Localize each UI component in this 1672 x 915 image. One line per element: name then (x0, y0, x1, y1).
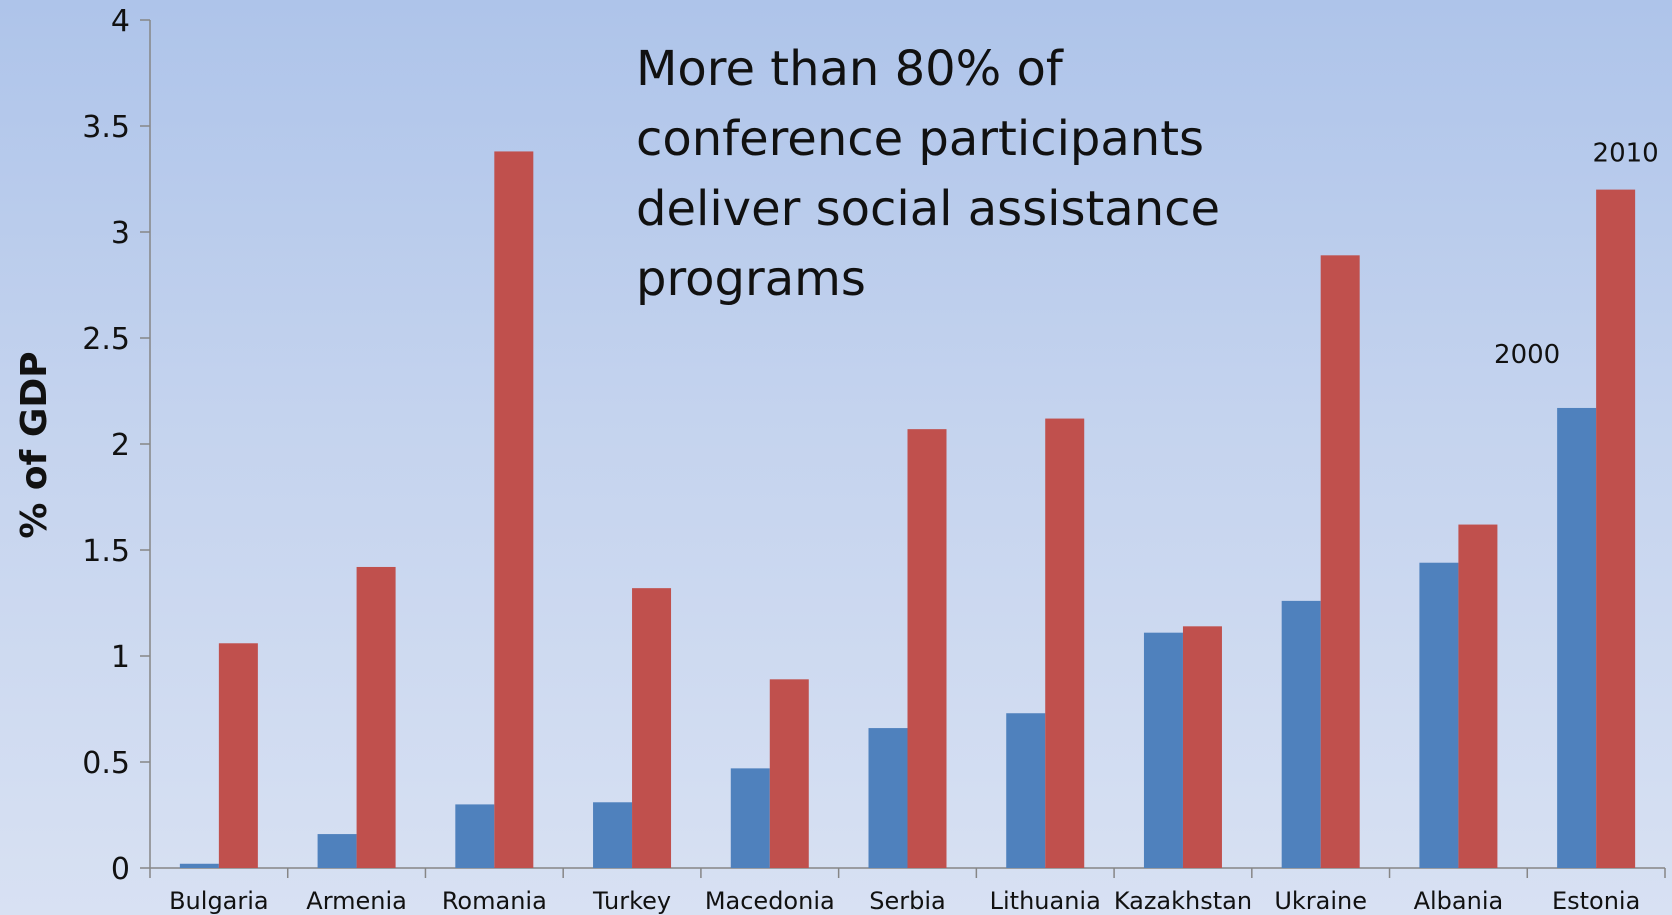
x-tick-label: Lithuania (990, 887, 1101, 915)
x-tick-label: Bulgaria (169, 887, 269, 915)
bar-2000-ukraine (1281, 600, 1321, 868)
bar-2010-turkey (632, 588, 672, 868)
y-tick-label: 3 (111, 216, 130, 251)
x-tick-label: Kazakhstan (1114, 887, 1252, 915)
x-tick-label: Macedonia (705, 887, 835, 915)
bar-2010-lithuania (1045, 418, 1085, 868)
x-tick-label: Armenia (306, 887, 407, 915)
bar-2000-turkey (593, 802, 633, 868)
bar-2010-armenia (356, 566, 396, 868)
bar-2000-serbia (868, 728, 908, 868)
x-tick-label: Estonia (1552, 887, 1640, 915)
y-tick-label: 1 (111, 640, 130, 675)
bar-2010-serbia (907, 429, 947, 868)
x-tick-label: Ukraine (1274, 887, 1367, 915)
bar-2010-ukraine (1320, 255, 1360, 868)
bar-2010-bulgaria (218, 643, 258, 868)
y-tick-label: 1.5 (82, 534, 130, 569)
annotation-text: More than 80% of conference participants… (636, 41, 1221, 307)
bar-2000-romania (455, 804, 495, 868)
bar-2000-macedonia (730, 768, 770, 868)
y-tick-label: 3.5 (82, 110, 130, 145)
y-tick-label: 2.5 (82, 322, 130, 357)
bar-2000-bulgaria (179, 863, 219, 868)
y-axis: 0 0.5 1 1.5 2 2.5 3 3.5 4 (82, 4, 151, 887)
y-tick-label: 0.5 (82, 746, 130, 781)
x-tick-label: Albania (1414, 887, 1504, 915)
series-label-2000: 2000 (1494, 340, 1560, 370)
x-tick-label: Serbia (869, 887, 945, 915)
y-tick-label: 0 (111, 852, 130, 887)
bar-2000-kazakhstan (1143, 632, 1183, 868)
bar-2010-albania (1458, 524, 1498, 868)
bar-2000-estonia (1557, 407, 1597, 868)
y-tick-label: 4 (111, 4, 130, 39)
x-tick-label: Romania (442, 887, 547, 915)
bar-2010-macedonia (769, 679, 809, 868)
bar-2000-albania (1419, 562, 1459, 868)
bar-2010-kazakhstan (1182, 626, 1222, 868)
bar-2000-armenia (317, 834, 357, 868)
bar-2010-romania (494, 151, 534, 868)
series-label-2010: 2010 (1593, 139, 1659, 169)
y-tick-label: 2 (111, 428, 130, 463)
bars (179, 151, 1636, 869)
bar-2000-lithuania (1006, 713, 1046, 868)
y-axis-label: % of GDP (14, 351, 55, 538)
x-axis: Bulgaria Armenia Romania Turkey Macedonia Ser… (149, 867, 1666, 915)
x-tick-label: Turkey (592, 887, 671, 915)
series-labels: 2000 2010 (1494, 139, 1659, 370)
bar-2010-estonia (1596, 189, 1636, 869)
